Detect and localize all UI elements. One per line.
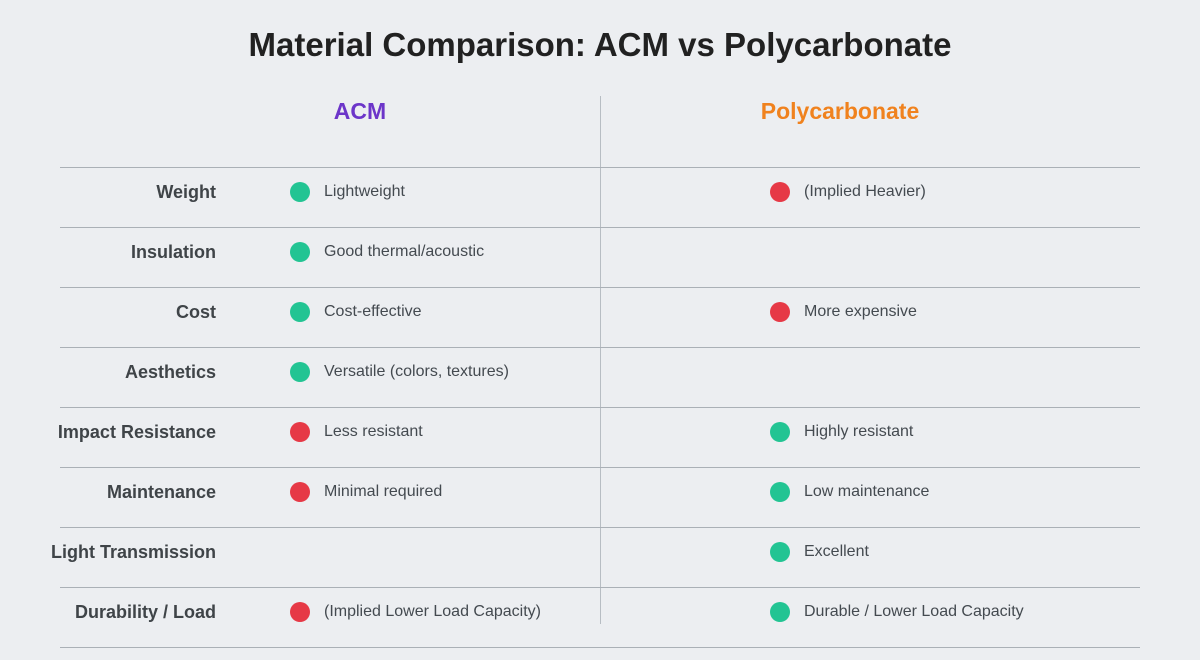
row-divider [60,647,1140,648]
cell-text: Good thermal/acoustic [324,243,485,260]
pro-indicator-icon [290,242,310,262]
cell-text: Low maintenance [804,483,930,500]
pro-indicator-icon [770,602,790,622]
table-row: Maintenance Minimal required Low maintenan… [0,468,1200,528]
cell-text: Minimal required [324,483,443,500]
table-row: Aesthetics Versatile (colors, textures) [0,348,1200,408]
cell-text: Versatile (colors, textures) [324,363,509,380]
row-divider [60,467,1140,468]
row-label: Maintenance [106,482,216,502]
table-row: Light Transmission Excellent [0,528,1200,588]
row-divider [60,407,1140,408]
con-indicator-icon [290,602,310,622]
row-divider [60,287,1140,288]
cell-text: Highly resistant [804,423,914,440]
row-label: Insulation [131,242,216,262]
pro-indicator-icon [290,362,310,382]
column-divider [600,96,601,624]
table-row: Durability / Load (Implied Lower Load Cap… [0,588,1200,648]
pro-indicator-icon [290,302,310,322]
row-label: Cost [176,302,216,322]
cell-text: (Implied Heavier) [804,183,926,200]
cell-text: Durable / Lower Load Capacity [804,603,1024,620]
con-indicator-icon [770,302,790,322]
con-indicator-icon [290,482,310,502]
pro-indicator-icon [770,482,790,502]
column-header-polycarbonate: Polycarbonate [760,98,920,124]
table-row: Insulation Good thermal/acoustic [0,228,1200,288]
row-divider [60,227,1140,228]
row-label: Aesthetics [124,362,216,382]
cell-text: Cost-effective [324,303,422,320]
row-label: Weight [156,182,216,202]
table-row: Cost Cost-effective More expensive [0,288,1200,348]
row-divider [60,167,1140,168]
row-label: Durability / Load [74,602,216,622]
row-label: Impact Resistance [57,422,216,442]
cell-text: Excellent [804,543,869,560]
pro-indicator-icon [770,542,790,562]
row-divider [60,347,1140,348]
page-title: Material Comparison: ACM vs Polycarbonat… [248,26,952,63]
cell-text: Less resistant [324,423,423,440]
table-row: Impact Resistance Less resistant Highly re… [0,408,1200,468]
con-indicator-icon [770,182,790,202]
column-header-acm: ACM [333,98,387,124]
table-row: Weight Lightweight (Implied Heavier) [0,168,1200,228]
row-divider [60,527,1140,528]
pro-indicator-icon [290,182,310,202]
pro-indicator-icon [770,422,790,442]
cell-text: More expensive [804,303,917,320]
con-indicator-icon [290,422,310,442]
row-divider [60,587,1140,588]
cell-text: Lightweight [324,183,405,200]
row-label: Light Transmission [50,542,216,562]
cell-text: (Implied Lower Load Capacity) [324,603,541,620]
